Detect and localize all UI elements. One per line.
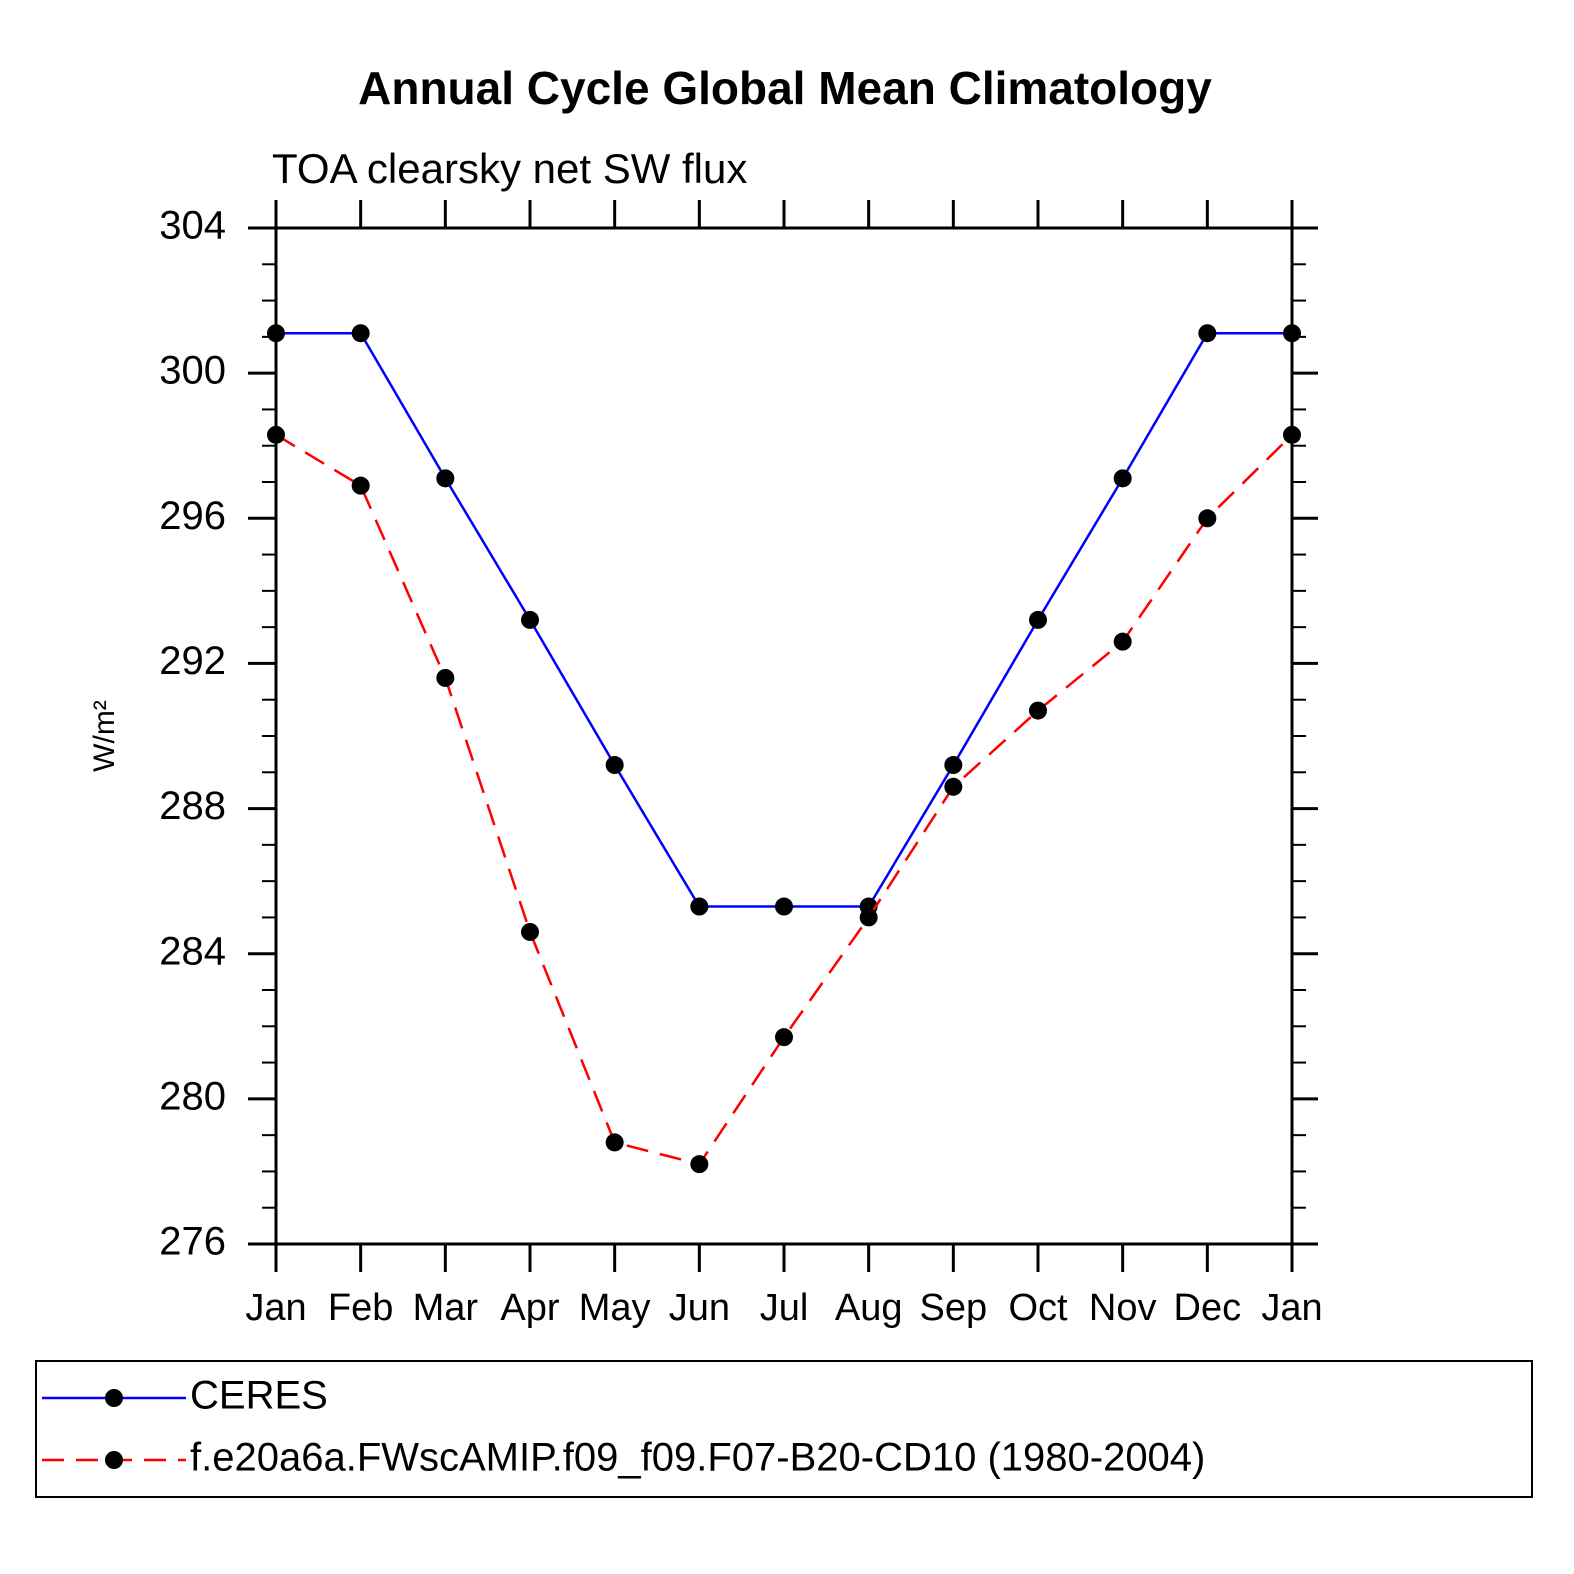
data-point (1283, 425, 1301, 444)
data-point (1283, 324, 1301, 343)
legend-box (35, 1360, 1533, 1498)
x-tick-label: Aug (835, 1287, 903, 1329)
y-tick-label: 288 (159, 784, 226, 828)
data-point (605, 756, 624, 775)
x-tick-label: Dec (1174, 1287, 1242, 1329)
data-point (1198, 509, 1217, 528)
plot-frame (274, 226, 1294, 1246)
x-tick-label: Feb (328, 1287, 393, 1329)
data-point (351, 324, 370, 343)
y-tick-label: 304 (159, 204, 226, 248)
data-point (436, 668, 455, 687)
data-point (521, 610, 539, 629)
data-point (267, 324, 285, 343)
data-point (436, 469, 455, 488)
data-point (775, 1028, 793, 1047)
data-point (605, 1133, 624, 1152)
chart-subtitle: TOA clearsky net SW flux (272, 145, 747, 192)
x-tick-label: Sep (920, 1287, 988, 1329)
y-tick-label: 296 (159, 494, 226, 538)
y-tick-label: 284 (159, 929, 226, 973)
chart-title: Annual Cycle Global Mean Climatology (358, 62, 1212, 114)
y-tick-label: 292 (159, 639, 226, 683)
data-point (775, 897, 793, 916)
data-point (521, 922, 539, 941)
series-line (275, 433, 1293, 1166)
data-point (944, 756, 963, 775)
y-tick-label: 276 (159, 1220, 226, 1264)
x-tick-label: Mar (413, 1287, 479, 1329)
x-tick-label: May (579, 1287, 651, 1329)
data-point (690, 1155, 709, 1174)
x-tick-label: Jun (669, 1287, 730, 1329)
x-tick-label: Jul (760, 1287, 809, 1329)
data-point (1113, 469, 1132, 488)
legend-marker (105, 1451, 123, 1469)
x-tick-label: Jan (245, 1287, 306, 1329)
x-tick-label: Jan (1261, 1287, 1322, 1329)
data-point (944, 777, 963, 796)
data-point (351, 476, 370, 495)
y-axis-label: W/m² (88, 700, 121, 772)
data-point (1029, 610, 1047, 629)
legend-label: CERES (190, 1374, 328, 1418)
legend-label: f.e20a6a.FWscAMIP.f09_f09.F07-B20-CD10 (… (190, 1436, 1205, 1480)
series-line (276, 331, 1292, 908)
x-tick-label: Apr (500, 1287, 559, 1329)
x-tick-label: Oct (1008, 1287, 1068, 1329)
y-tick-label: 300 (159, 349, 226, 393)
data-point (1198, 324, 1217, 343)
data-point (267, 425, 285, 444)
data-point (1113, 632, 1132, 651)
x-tick-label: Nov (1089, 1287, 1157, 1329)
y-tick-label: 280 (159, 1074, 226, 1118)
data-point (1029, 701, 1047, 720)
data-point (690, 897, 709, 916)
legend-marker (105, 1389, 123, 1407)
data-point (859, 908, 878, 927)
